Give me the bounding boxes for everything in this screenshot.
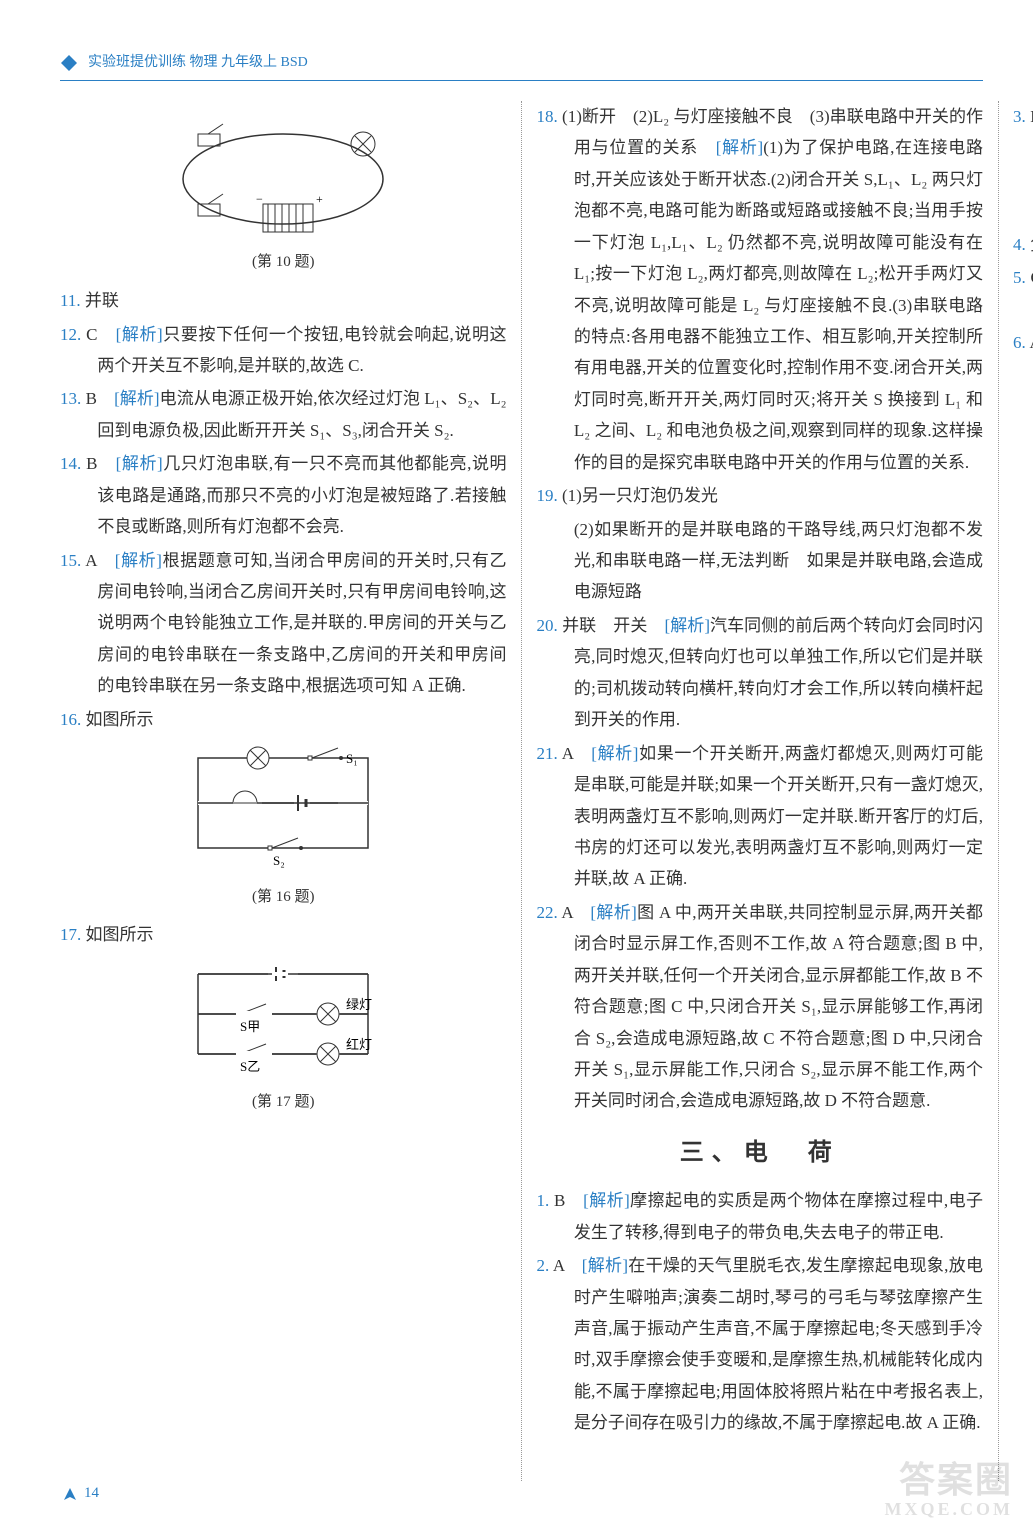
s3-item-4: 4. 负 排斥 <box>1013 229 1033 260</box>
item-13: 13. B [解析]电流从电源正极开始,依次经过灯泡 L₁、S₂、L₂ 回到电源… <box>60 383 507 446</box>
jiexi-tag: [解析] <box>116 454 163 473</box>
page-header: 实验班提优训练 物理 九年级上 BSD <box>60 50 983 81</box>
num-s3-1: 1. <box>537 1191 554 1210</box>
num-s3-4: 4. <box>1013 235 1030 254</box>
num-s3-2: 2. <box>537 1256 553 1275</box>
content-columns: − + (第 10 题) 11. 并联 12. C [解析]只要按下任何一个按钮,… <box>60 101 983 1481</box>
page-number: 14 <box>62 1480 99 1508</box>
num-s3-5: 5. <box>1013 268 1030 287</box>
s3-item-5: 5. C [解析]毛皮摩擦过的橡胶棒带负电荷,橡胶棒靠近气球时,气球被排斥,根据… <box>1013 262 1033 325</box>
num-s3-6: 6. <box>1013 333 1030 352</box>
num-16: 16. <box>60 710 86 729</box>
num-19: 19. <box>537 486 563 505</box>
num-18: 18. <box>537 107 563 126</box>
jiexi-tag: [解析] <box>115 551 162 570</box>
pagenum-arrow-icon <box>62 1486 78 1502</box>
figure-17-caption: (第 17 题) <box>60 1089 507 1117</box>
watermark-top: 答案圈 <box>899 1460 1013 1500</box>
s3-item-2: 2. A [解析]在干燥的天气里脱毛衣,发生摩擦起电现象,放电时产生噼啪声;演奏… <box>537 1250 984 1439</box>
jiexi-tag: [解析] <box>716 138 764 157</box>
svg-text:S甲: S甲 <box>240 1019 260 1034</box>
jiexi-tag: [解析] <box>114 389 160 408</box>
num-s3-3: 3. <box>1013 107 1030 126</box>
s3-item-6: 6. A [解析]用毛皮摩擦过的橡胶棒带负电,故用它去接触验电器的金属球时,验电… <box>1013 327 1033 390</box>
figure-16-caption: (第 16 题) <box>60 884 507 912</box>
num-21: 21. <box>537 744 562 763</box>
item-15: 15. A [解析]根据题意可知,当闭合甲房间的开关时,只有乙房间电铃响,当闭合… <box>60 545 507 702</box>
svg-text:绿灯: 绿灯 <box>346 997 372 1012</box>
svg-text:红灯: 红灯 <box>346 1037 372 1052</box>
svg-text:+: + <box>316 192 323 206</box>
item-19: 19. (1)另一只灯泡仍发光 <box>537 480 984 511</box>
num-22: 22. <box>537 903 562 922</box>
item-16: 16. 如图所示 <box>60 704 507 735</box>
watermark: 答案圈 MXQE.COM <box>885 1461 1013 1520</box>
item-14: 14. B [解析]几只灯泡串联,有一只不亮而其他都能亮,说明该电路是通路,而那… <box>60 448 507 542</box>
svg-text:S₁: S₁ <box>346 751 358 766</box>
header-text: 实验班提优训练 物理 九年级上 BSD <box>88 50 308 76</box>
num-15: 15. <box>60 551 85 570</box>
num-13: 13. <box>60 389 86 408</box>
item-21: 21. A [解析]如果一个开关断开,两盏灯都熄灭,则两灯可能是串联,可能是并联… <box>537 738 984 895</box>
item-11: 11. 并联 <box>60 285 507 316</box>
item-12: 12. C [解析]只要按下任何一个按钮,电铃就会响起,说明这两个开关互不影响,… <box>60 319 507 382</box>
num-11: 11. <box>60 291 85 310</box>
num-14: 14. <box>60 454 86 473</box>
jiexi-tag: [解析] <box>583 1191 630 1210</box>
num-12: 12. <box>60 325 86 344</box>
header-diamond-icon <box>60 54 78 72</box>
figure-17: S甲 绿灯 S乙 红灯 (第 17 题) <box>60 959 507 1117</box>
svg-text:−: − <box>256 192 263 206</box>
jiexi-tag: [解析] <box>591 744 638 763</box>
jiexi-tag: [解析] <box>116 325 163 344</box>
figure-16: S₁ S₂ (第 16 题) <box>60 743 507 911</box>
watermark-bottom: MXQE.COM <box>885 1500 1013 1520</box>
s3-item-3: 3. D [解析]用摩擦的方法可以使物体带电,物体是否带电,关键是看物体能否吸引… <box>1013 101 1033 227</box>
section-3-title: 三、电 荷 <box>537 1131 984 1175</box>
svg-text:S乙: S乙 <box>240 1059 260 1074</box>
jiexi-tag: [解析] <box>582 1256 628 1275</box>
item-22: 22. A [解析]图 A 中,两开关串联,共同控制显示屏,两开关都闭合时显示屏… <box>537 897 984 1117</box>
item-18: 18. (1)断开 (2)L₂ 与灯座接触不良 (3)串联电路中开关的作用与位置… <box>537 101 984 478</box>
figure-10: − + (第 10 题) <box>60 109 507 277</box>
figure-10-caption: (第 10 题) <box>60 249 507 277</box>
jiexi-tag: [解析] <box>590 903 636 922</box>
num-20: 20. <box>537 616 563 635</box>
item-20: 20. 并联 开关 [解析]汽车同侧的前后两个转向灯会同时闪亮,同时熄灭,但转向… <box>537 610 984 736</box>
num-17: 17. <box>60 925 86 944</box>
svg-text:S₂: S₂ <box>273 853 285 868</box>
jiexi-tag: [解析] <box>664 616 710 635</box>
s3-item-1: 1. B [解析]摩擦起电的实质是两个物体在摩擦过程中,电子发生了转移,得到电子… <box>537 1185 984 1248</box>
item-17: 17. 如图所示 <box>60 919 507 950</box>
item-19b: (2)如果断开的是并联电路的干路导线,两只灯泡都不发光,和串联电路一样,无法判断… <box>537 514 984 608</box>
